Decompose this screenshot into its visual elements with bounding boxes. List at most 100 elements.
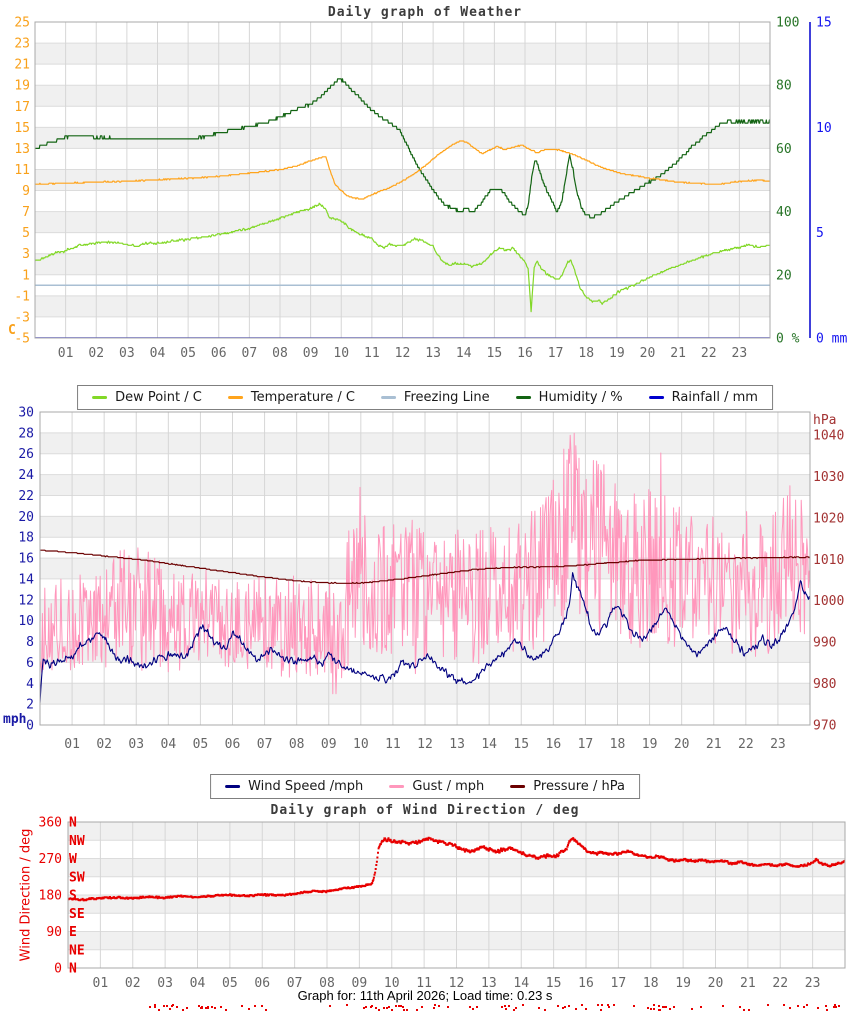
axis-tick-label: 0 % bbox=[776, 332, 800, 347]
legend-item: Humidity / % bbox=[515, 390, 623, 405]
axis-tick-label: 13 bbox=[14, 142, 30, 157]
chart-title-wind-direction: Daily graph of Wind Direction / deg bbox=[270, 803, 580, 818]
axis-unit-label: mph bbox=[3, 712, 26, 727]
axis-tick-label: 22 bbox=[18, 489, 34, 504]
legend-label: Freezing Line bbox=[403, 390, 490, 405]
x-axis-label: 10 bbox=[384, 976, 400, 991]
x-axis-label: 03 bbox=[128, 737, 144, 752]
series-group bbox=[39, 432, 811, 703]
x-axis-label: 06 bbox=[211, 346, 227, 361]
x-axis-label: 17 bbox=[578, 737, 594, 752]
axis-tick-label: 180 bbox=[39, 889, 62, 904]
plot-frame bbox=[34, 21, 771, 339]
x-axis-label: 17 bbox=[548, 346, 564, 361]
axis-tick-label: 23 bbox=[14, 37, 30, 52]
x-axis-label: 05 bbox=[193, 737, 209, 752]
x-axis-label: 18 bbox=[610, 737, 626, 752]
axis-tick-label: 60 bbox=[776, 142, 792, 157]
axis-tick-label: 5 bbox=[816, 226, 824, 241]
axis-tick-label: 16 bbox=[18, 552, 34, 567]
axis-tick-label: 90 bbox=[46, 925, 62, 940]
x-axis-label: 13 bbox=[481, 976, 497, 991]
x-axis-label: 22 bbox=[772, 976, 788, 991]
compass-tick-label: S bbox=[69, 889, 77, 904]
x-axis-label: 01 bbox=[93, 976, 109, 991]
legend-wind: Wind Speed /mph Gust / mph Pressure / hPa bbox=[210, 774, 640, 799]
axis-tick-label: 7 bbox=[22, 205, 30, 220]
axis-tick-label: 9 bbox=[22, 184, 30, 199]
x-axis-label: 07 bbox=[242, 346, 258, 361]
legend-label: Dew Point / C bbox=[115, 390, 202, 405]
compass-tick-label: SW bbox=[69, 870, 85, 885]
axis-tick-label: -1 bbox=[14, 289, 30, 304]
x-axis-label: 09 bbox=[303, 346, 319, 361]
x-axis-label: 18 bbox=[643, 976, 659, 991]
x-axis-label: 03 bbox=[119, 346, 135, 361]
axis-tick-label: 4 bbox=[26, 677, 34, 692]
chart-title-weather: Daily graph of Weather bbox=[327, 5, 523, 20]
x-axis-label: 15 bbox=[546, 976, 562, 991]
axis-tick-label: 14 bbox=[18, 572, 34, 587]
x-axis-label: 11 bbox=[416, 976, 432, 991]
x-axis-label: 19 bbox=[642, 737, 658, 752]
axis-tick-label: 100 bbox=[776, 16, 799, 31]
x-axis-label: 15 bbox=[513, 737, 529, 752]
axis-tick-label: 25 bbox=[14, 16, 30, 31]
wind-direction-axis-title: Wind Direction / deg bbox=[18, 828, 34, 962]
compass-tick-label: NW bbox=[69, 834, 85, 849]
axis-tick-label: 1000 bbox=[813, 594, 844, 609]
x-axis-label: 01 bbox=[64, 737, 80, 752]
axis-tick-label: 12 bbox=[18, 593, 34, 608]
legend-swatch bbox=[225, 785, 241, 788]
axis-tick-label: 24 bbox=[18, 468, 34, 483]
series-wind-speed-mph bbox=[39, 572, 811, 703]
x-axis-label: 12 bbox=[417, 737, 433, 752]
axis-tick-label: 1010 bbox=[813, 553, 844, 568]
axis-tick-label: 20 bbox=[18, 510, 34, 525]
axis-tick-label: 0 bbox=[26, 719, 34, 734]
series-pressure-hpa bbox=[40, 549, 811, 584]
axis-tick-label: 0 bbox=[54, 962, 62, 977]
legend-label: Humidity / % bbox=[538, 390, 623, 405]
legend-swatch bbox=[515, 396, 531, 399]
axis-tick-label: 6 bbox=[26, 656, 34, 671]
axis-tick-label: 15 bbox=[14, 121, 30, 136]
x-axis-label: 05 bbox=[180, 346, 196, 361]
x-axis-label: 08 bbox=[272, 346, 288, 361]
axis-tick-label: 20 bbox=[776, 268, 792, 283]
x-axis-label: 07 bbox=[257, 737, 273, 752]
x-axis-label: 20 bbox=[640, 346, 656, 361]
x-axis-label: 02 bbox=[88, 346, 104, 361]
x-axis-label: 08 bbox=[289, 737, 305, 752]
axis-tick-label: 360 bbox=[39, 816, 62, 831]
x-axis-label: 13 bbox=[425, 346, 441, 361]
series-humidity- bbox=[34, 78, 771, 219]
x-axis-label: 12 bbox=[449, 976, 465, 991]
legend-label: Gust / mph bbox=[412, 779, 485, 794]
x-axis-label: 19 bbox=[675, 976, 691, 991]
axis-tick-label: 980 bbox=[813, 677, 836, 692]
x-axis-label: 09 bbox=[321, 737, 337, 752]
x-axis-label: 19 bbox=[609, 346, 625, 361]
x-axis-label: 20 bbox=[708, 976, 724, 991]
legend-label: Rainfall / mm bbox=[671, 390, 758, 405]
x-axis-label: 10 bbox=[353, 737, 369, 752]
x-axis-label: 12 bbox=[395, 346, 411, 361]
x-axis-label: 04 bbox=[161, 737, 177, 752]
legend-swatch bbox=[510, 785, 526, 788]
x-axis-label: 01 bbox=[58, 346, 74, 361]
x-axis-label: 07 bbox=[287, 976, 303, 991]
x-axis-label: 04 bbox=[150, 346, 166, 361]
axis-unit-label: C bbox=[8, 323, 16, 338]
x-axis-label: 04 bbox=[190, 976, 206, 991]
axis-tick-label: 1040 bbox=[813, 429, 844, 444]
axis-tick-label: 18 bbox=[18, 531, 34, 546]
axis-tick-label: 15 bbox=[816, 16, 832, 31]
x-axis-label: 14 bbox=[513, 976, 529, 991]
legend-item: Rainfall / mm bbox=[648, 390, 758, 405]
x-axis-label: 02 bbox=[96, 737, 112, 752]
x-axis-label: 05 bbox=[222, 976, 238, 991]
axis-tick-label: 990 bbox=[813, 636, 836, 651]
x-axis-label: 16 bbox=[546, 737, 562, 752]
